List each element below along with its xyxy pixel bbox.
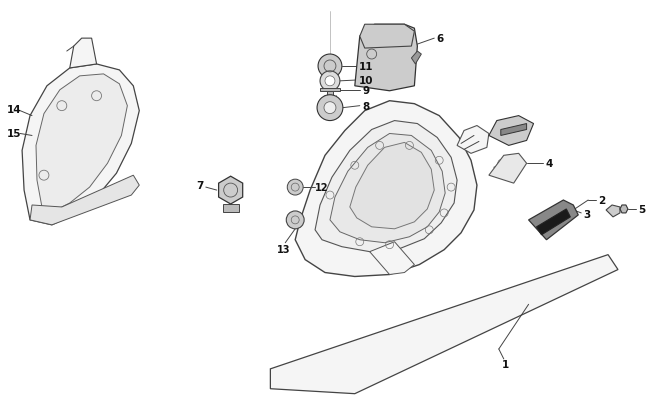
Polygon shape <box>330 134 445 243</box>
Circle shape <box>320 72 340 92</box>
Polygon shape <box>489 116 534 146</box>
Polygon shape <box>500 124 526 136</box>
Polygon shape <box>218 177 242 205</box>
Polygon shape <box>370 242 415 275</box>
Polygon shape <box>70 39 97 69</box>
Text: 13: 13 <box>276 244 290 254</box>
Polygon shape <box>489 154 526 184</box>
Polygon shape <box>620 205 628 213</box>
Polygon shape <box>355 25 417 92</box>
Polygon shape <box>315 121 457 252</box>
Text: 5: 5 <box>638 205 645 214</box>
Text: 12: 12 <box>315 183 329 193</box>
Text: 2: 2 <box>599 196 606 205</box>
Circle shape <box>325 77 335 87</box>
Polygon shape <box>36 75 127 212</box>
Circle shape <box>324 102 336 114</box>
Polygon shape <box>606 205 620 217</box>
Text: 14: 14 <box>7 104 21 114</box>
Circle shape <box>317 96 343 121</box>
Circle shape <box>318 55 342 79</box>
Polygon shape <box>536 209 570 235</box>
Polygon shape <box>22 65 139 225</box>
Text: 10: 10 <box>358 76 373 85</box>
Polygon shape <box>295 101 477 277</box>
Text: 7: 7 <box>196 181 203 191</box>
Polygon shape <box>411 52 421 65</box>
Text: 4: 4 <box>546 159 553 169</box>
Polygon shape <box>223 205 239 212</box>
Polygon shape <box>320 89 340 92</box>
Text: 1: 1 <box>502 359 510 369</box>
Circle shape <box>286 211 304 229</box>
Circle shape <box>287 180 303 196</box>
Polygon shape <box>327 92 333 100</box>
Polygon shape <box>270 255 618 394</box>
Text: 9: 9 <box>362 85 369 96</box>
Text: 8: 8 <box>362 101 369 111</box>
Text: 11: 11 <box>358 62 373 72</box>
Text: 3: 3 <box>584 209 591 220</box>
Text: 6: 6 <box>437 34 444 44</box>
Polygon shape <box>30 176 139 225</box>
Polygon shape <box>457 126 489 154</box>
Polygon shape <box>359 25 415 49</box>
Polygon shape <box>350 143 434 229</box>
Polygon shape <box>528 200 578 240</box>
Text: 15: 15 <box>7 129 21 139</box>
